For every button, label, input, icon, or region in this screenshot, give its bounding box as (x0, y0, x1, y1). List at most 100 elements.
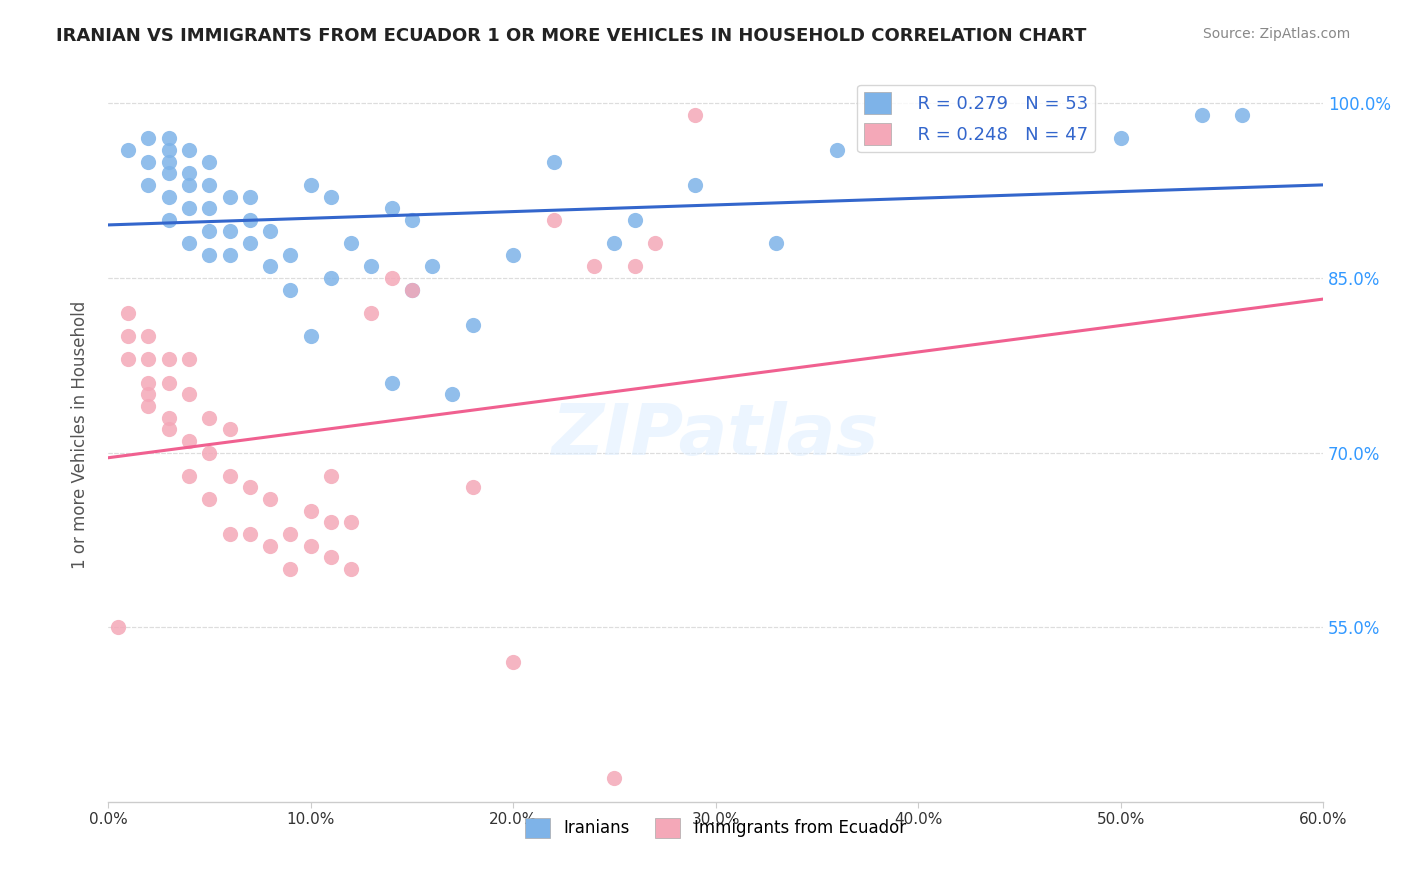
Point (218, 248, 240, 262)
Point (583, 260, 606, 274)
Point (360, 260, 382, 274)
Point (157, 352, 180, 367)
Point (177, 387, 200, 401)
Point (502, 248, 524, 262)
Point (218, 468, 240, 483)
Point (319, 271, 342, 285)
Point (319, 516, 342, 530)
Point (157, 422, 180, 436)
Point (1230, 108, 1253, 122)
Point (825, 143, 848, 157)
Point (198, 445, 221, 459)
Point (685, 178, 707, 192)
Point (117, 143, 139, 157)
Point (543, 154, 565, 169)
Point (117, 352, 139, 367)
Point (138, 154, 160, 169)
Point (117, 329, 139, 343)
Point (107, 620, 129, 634)
Point (259, 491, 281, 506)
Point (198, 410, 221, 425)
Text: IRANIAN VS IMMIGRANTS FROM ECUADOR 1 OR MORE VEHICLES IN HOUSEHOLD CORRELATION C: IRANIAN VS IMMIGRANTS FROM ECUADOR 1 OR … (56, 27, 1087, 45)
Point (198, 224, 221, 238)
Point (138, 131, 160, 145)
Point (177, 434, 200, 448)
Point (218, 527, 240, 541)
Point (138, 399, 160, 413)
Point (1109, 131, 1132, 145)
Point (278, 283, 301, 297)
Point (177, 143, 200, 157)
Point (198, 154, 221, 169)
Point (623, 212, 645, 227)
Point (157, 212, 180, 227)
Point (461, 318, 484, 332)
Point (138, 329, 160, 343)
Point (319, 468, 342, 483)
Point (380, 271, 402, 285)
Point (177, 468, 200, 483)
Point (239, 189, 262, 203)
Point (644, 235, 666, 250)
Point (603, 235, 626, 250)
Point (157, 410, 180, 425)
Point (401, 283, 423, 297)
Point (157, 143, 180, 157)
Point (198, 178, 221, 192)
Point (299, 329, 322, 343)
Point (319, 550, 342, 565)
Point (543, 212, 565, 227)
Point (198, 248, 221, 262)
Point (218, 422, 240, 436)
Point (138, 387, 160, 401)
Point (319, 189, 342, 203)
Point (380, 201, 402, 215)
Point (420, 260, 443, 274)
Point (340, 516, 363, 530)
Point (157, 166, 180, 180)
Point (198, 201, 221, 215)
Point (299, 539, 322, 553)
Point (623, 260, 645, 274)
Point (157, 189, 180, 203)
Point (239, 235, 262, 250)
Point (340, 562, 363, 576)
Point (278, 248, 301, 262)
Point (401, 212, 423, 227)
Point (218, 189, 240, 203)
Point (157, 376, 180, 390)
Point (340, 235, 363, 250)
Point (177, 178, 200, 192)
Point (117, 306, 139, 320)
Point (138, 352, 160, 367)
Point (401, 283, 423, 297)
Text: ZIPatlas: ZIPatlas (553, 401, 879, 469)
Point (157, 154, 180, 169)
Point (177, 166, 200, 180)
Point (177, 352, 200, 367)
Point (461, 480, 484, 494)
Point (502, 655, 524, 669)
Point (299, 504, 322, 518)
Point (177, 235, 200, 250)
Point (239, 527, 262, 541)
Point (278, 527, 301, 541)
Point (177, 201, 200, 215)
Text: Source: ZipAtlas.com: Source: ZipAtlas.com (1202, 27, 1350, 41)
Legend: Iranians, Immigrants from Ecuador: Iranians, Immigrants from Ecuador (519, 811, 912, 845)
Point (198, 491, 221, 506)
Point (299, 178, 322, 192)
Point (278, 562, 301, 576)
Point (360, 306, 382, 320)
Point (380, 376, 402, 390)
Point (157, 131, 180, 145)
Point (603, 772, 626, 786)
Point (239, 212, 262, 227)
Point (138, 178, 160, 192)
Point (138, 376, 160, 390)
Point (218, 224, 240, 238)
Y-axis label: 1 or more Vehicles in Household: 1 or more Vehicles in Household (72, 301, 89, 569)
Point (1191, 108, 1213, 122)
Point (239, 480, 262, 494)
Point (685, 108, 707, 122)
